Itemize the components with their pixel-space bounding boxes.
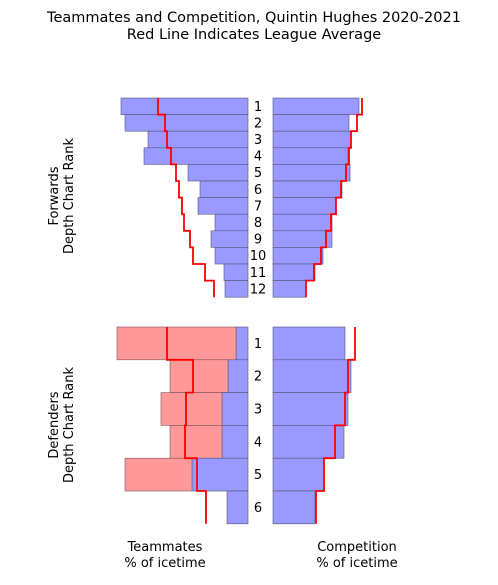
forward-rank-label-5: 5 <box>254 166 262 181</box>
forward-teammate-bar-11 <box>223 263 249 281</box>
defender-competition-bar-6 <box>272 490 316 525</box>
defender-teammate-partner-bar-1 <box>116 326 237 361</box>
chart-title-line1: Teammates and Competition, Quintin Hughe… <box>46 10 461 26</box>
forward-rank-label-1: 1 <box>254 100 262 115</box>
forward-teammate-bar-7 <box>197 197 249 215</box>
forward-rank-label-3: 3 <box>254 133 262 148</box>
forward-teammate-bar-2 <box>124 114 249 132</box>
forward-teammates-average-line <box>157 98 215 298</box>
defender-rank-label-3: 3 <box>254 403 262 418</box>
forward-rank-label-7: 7 <box>254 199 262 214</box>
defenders-axis-label-line2: Depth Chart Rank <box>62 367 77 484</box>
defender-teammate-partner-bar-5 <box>124 457 193 492</box>
defender-competition-bar-5 <box>272 457 325 492</box>
forward-teammate-bar-12 <box>224 280 249 298</box>
forward-teammate-bar-6 <box>199 180 249 198</box>
defender-competition-bar-3 <box>272 392 349 426</box>
defender-teammate-partner-bar-2 <box>169 359 229 393</box>
forward-competition-bar-6 <box>272 180 343 198</box>
defenders-axis-label-line1: Defenders <box>47 391 62 458</box>
forward-competition-bar-3 <box>272 130 352 149</box>
forward-competition-bar-12 <box>272 280 307 298</box>
forward-teammate-bar-3 <box>147 130 249 149</box>
forward-competition-bar-7 <box>272 197 337 215</box>
defender-teammate-bar-5 <box>191 457 249 492</box>
forward-rank-label-6: 6 <box>254 183 262 198</box>
chart-title-line2: Red Line Indicates League Average <box>127 27 381 43</box>
defender-competition-average-line <box>315 327 356 524</box>
defender-teammates-average-line <box>166 327 207 524</box>
forward-teammate-bar-9 <box>210 230 249 248</box>
forward-rank-label-11: 11 <box>250 266 267 281</box>
forwards-axis-label-line2: Depth Chart Rank <box>62 138 77 255</box>
defender-rank-label-2: 2 <box>254 370 262 385</box>
forward-competition-bar-9 <box>272 230 333 248</box>
forward-competition-bar-8 <box>272 213 333 232</box>
defender-competition-bar-2 <box>272 359 352 393</box>
defender-rank-label-5: 5 <box>254 468 262 483</box>
forward-competition-bar-11 <box>272 263 316 281</box>
forward-rank-label-2: 2 <box>254 116 262 131</box>
forward-competition-bar-2 <box>272 114 350 132</box>
competition-axis-label-line2: % of icetime <box>316 556 397 571</box>
forward-competition-bar-5 <box>272 164 351 182</box>
forward-competition-bar-4 <box>272 147 349 165</box>
defender-teammate-bar-4 <box>221 425 249 459</box>
defender-teammate-bar-6 <box>226 490 249 525</box>
defender-teammate-bar-1 <box>235 326 249 361</box>
forward-competition-bar-1 <box>272 97 360 115</box>
defender-teammate-partner-bar-4 <box>169 425 223 459</box>
forward-rank-label-10: 10 <box>250 249 267 264</box>
defender-teammate-partner-bar-3 <box>160 392 223 426</box>
competition-axis-label-line1: Competition <box>317 540 397 555</box>
forward-rank-label-12: 12 <box>250 282 267 297</box>
defender-rank-label-1: 1 <box>254 337 262 352</box>
defender-teammate-bar-2 <box>227 359 249 393</box>
defender-competition-bar-1 <box>272 326 346 361</box>
forward-teammate-bar-5 <box>187 164 249 182</box>
defender-rank-label-4: 4 <box>254 435 262 450</box>
defender-rank-label-6: 6 <box>254 501 262 516</box>
defender-teammate-bar-3 <box>221 392 249 426</box>
teammates-axis-label-line2: % of icetime <box>124 556 205 571</box>
teammates-axis-label-line1: Teammates <box>127 540 203 555</box>
defender-competition-bar-4 <box>272 425 345 459</box>
forward-teammate-bar-8 <box>214 213 249 232</box>
forwards-axis-label-line1: Forwards <box>47 166 62 225</box>
forward-rank-label-4: 4 <box>254 150 262 165</box>
forward-competition-average-line <box>305 98 363 298</box>
forward-competition-bar-10 <box>272 247 324 265</box>
forward-teammate-bar-1 <box>120 97 249 115</box>
forward-teammate-bar-10 <box>214 247 249 265</box>
forward-rank-label-9: 9 <box>254 233 262 248</box>
forward-rank-label-8: 8 <box>254 216 262 231</box>
forward-teammate-bar-4 <box>143 147 249 165</box>
